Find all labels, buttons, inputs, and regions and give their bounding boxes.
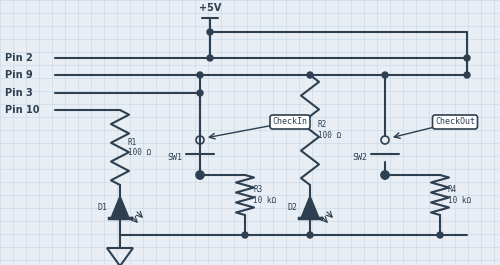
Polygon shape <box>301 196 319 218</box>
Text: Pin 10: Pin 10 <box>5 105 40 115</box>
Text: R1
100 Ω: R1 100 Ω <box>128 138 151 157</box>
Text: D1: D1 <box>98 202 108 211</box>
Circle shape <box>464 72 470 78</box>
Text: R4
10 kΩ: R4 10 kΩ <box>448 185 471 205</box>
Circle shape <box>207 29 213 35</box>
Text: SW2: SW2 <box>352 153 367 162</box>
Circle shape <box>307 72 313 78</box>
Circle shape <box>197 72 203 78</box>
Circle shape <box>437 232 443 238</box>
Text: Pin 9: Pin 9 <box>5 70 33 80</box>
Circle shape <box>197 90 203 96</box>
Text: Pin 2: Pin 2 <box>5 53 33 63</box>
Circle shape <box>382 172 388 178</box>
Text: R3
10 kΩ: R3 10 kΩ <box>253 185 276 205</box>
Polygon shape <box>111 196 129 218</box>
Text: D2: D2 <box>288 202 298 211</box>
Circle shape <box>464 55 470 61</box>
Circle shape <box>207 55 213 61</box>
Text: +5V: +5V <box>199 3 221 13</box>
Text: Pin 3: Pin 3 <box>5 88 33 98</box>
Circle shape <box>197 172 203 178</box>
Text: CheckOut: CheckOut <box>435 117 475 126</box>
Text: SW1: SW1 <box>167 153 182 162</box>
Text: R2
100 Ω: R2 100 Ω <box>318 120 341 140</box>
Circle shape <box>307 232 313 238</box>
Circle shape <box>242 232 248 238</box>
Text: CheckIn: CheckIn <box>272 117 308 126</box>
Circle shape <box>382 72 388 78</box>
